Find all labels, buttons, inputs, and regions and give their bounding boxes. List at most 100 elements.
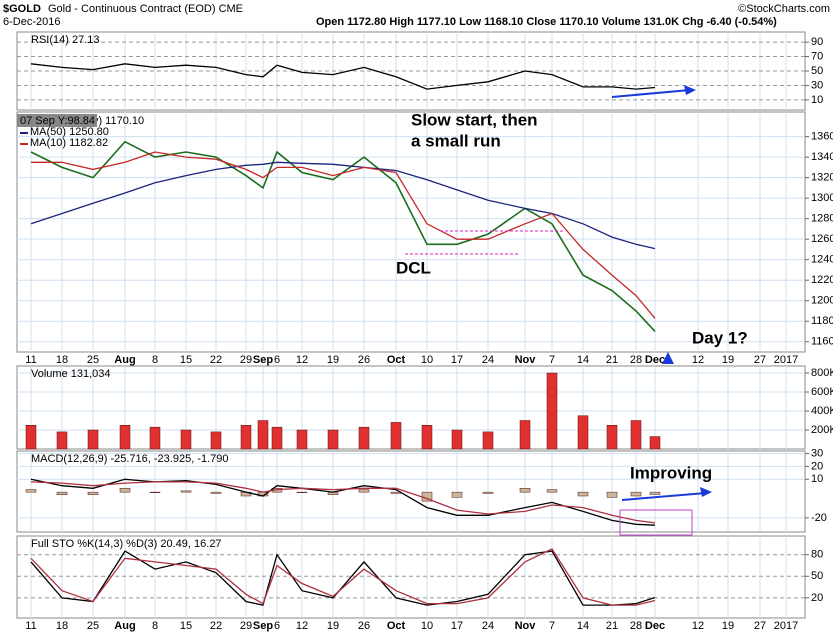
bar [358, 489, 370, 493]
bar [451, 429, 463, 450]
x-tick-label: 17 [451, 354, 463, 366]
arrow-head [700, 487, 712, 497]
bar [577, 415, 589, 450]
bar [358, 426, 370, 450]
bar [649, 436, 661, 450]
x-tick-label: 22 [210, 354, 222, 366]
line [30, 161, 656, 250]
bar [451, 491, 463, 498]
x-tick-label: 8 [152, 620, 158, 632]
y-tick-label: 1200 [811, 295, 833, 307]
annotation: Improving [630, 463, 712, 482]
bar [606, 491, 618, 498]
x-tick-label: 18 [56, 620, 68, 632]
x-tick-label: 19 [722, 354, 734, 366]
bar [210, 431, 222, 450]
bar [630, 420, 642, 450]
x-tick-label: 6 [274, 620, 280, 632]
x-tick-label: 28 [630, 620, 642, 632]
x-tick-label: Sep [253, 354, 273, 366]
bar [296, 491, 308, 493]
bar [56, 431, 68, 450]
y-tick-label: 1340 [811, 151, 833, 163]
credit: ©StockCharts.com [738, 3, 830, 15]
bar [87, 429, 99, 450]
y-tick-label: 800K [811, 367, 833, 379]
x-tick-label: 21 [606, 620, 618, 632]
x-tick-label: 6 [274, 354, 280, 366]
bar [119, 488, 131, 493]
arrow-head [662, 352, 674, 364]
y-tick-label: 1180 [811, 315, 833, 327]
bar [421, 425, 433, 450]
line [30, 140, 656, 332]
y-tick-label: 10 [811, 473, 823, 485]
y-tick-label: 600K [811, 386, 833, 398]
panel [16, 111, 806, 353]
bar [119, 425, 131, 450]
x-tick-label: Dec [645, 620, 665, 632]
arrow-head [684, 85, 696, 95]
bar [546, 372, 558, 450]
line [30, 481, 656, 524]
panel-title: MACD(12,26,9) -25.716, -23.925, -1.790 [31, 453, 229, 465]
symbol: $GOLD [3, 3, 41, 15]
x-tick-label: Aug [114, 620, 135, 632]
tooltip-box [17, 114, 97, 127]
x-tick-label: Oct [387, 620, 406, 632]
x-tick-label: 15 [180, 354, 192, 366]
arrow [611, 89, 691, 98]
y-tick-label: 10 [811, 94, 823, 106]
x-tick-label: 26 [358, 354, 370, 366]
bar [180, 429, 192, 450]
bar [519, 488, 531, 493]
x-tick-label: 12 [692, 354, 704, 366]
x-tick-label: 21 [606, 354, 618, 366]
x-tick-label: Oct [387, 354, 406, 366]
y-tick-label: 1260 [811, 233, 833, 245]
y-tick-label: 30 [811, 79, 823, 91]
line [30, 548, 656, 606]
x-tick-label: 22 [210, 620, 222, 632]
line [30, 550, 656, 606]
panel [16, 535, 806, 619]
bar [271, 426, 283, 450]
bar [25, 425, 37, 450]
bar [327, 429, 339, 450]
y-tick-label: 1360 [811, 131, 833, 143]
x-tick-label: 24 [482, 620, 494, 632]
x-tick-label: 11 [25, 620, 36, 632]
bar [546, 489, 558, 493]
x-tick-label: 12 [692, 620, 704, 632]
bar [210, 491, 222, 494]
x-tick-label: 7 [549, 620, 555, 632]
x-tick-label: 14 [577, 620, 589, 632]
x-tick-label: 27 [754, 620, 766, 632]
date: 6-Dec-2016 [3, 16, 60, 28]
y-tick-label: 50 [811, 570, 823, 582]
y-tick-label: 20 [811, 592, 823, 604]
bar [149, 426, 161, 450]
x-tick-label: 25 [87, 620, 99, 632]
x-tick-label: 12 [296, 354, 308, 366]
x-tick-label: 25 [87, 354, 99, 366]
annotation: Day 1? [692, 328, 748, 347]
bar [630, 491, 642, 497]
panel [16, 450, 806, 533]
y-tick-label: 1280 [811, 213, 833, 225]
x-tick-label: 29 [240, 354, 252, 366]
bar [257, 420, 269, 450]
x-tick-label: 8 [152, 354, 158, 366]
panel [16, 365, 806, 450]
x-tick-label: Sep [253, 620, 273, 632]
x-tick-label: 28 [630, 354, 642, 366]
annotation: DCL [396, 258, 431, 277]
highlight-box [619, 509, 693, 536]
x-tick-label: 12 [296, 620, 308, 632]
x-tick-label: 11 [25, 354, 36, 366]
tooltip: 07 Sep Y:98.84 [20, 115, 95, 127]
bar [180, 490, 192, 493]
arrow [621, 492, 707, 501]
annotation: a small run [411, 131, 501, 150]
description: Gold - Continuous Contract (EOD) CME [48, 3, 243, 15]
